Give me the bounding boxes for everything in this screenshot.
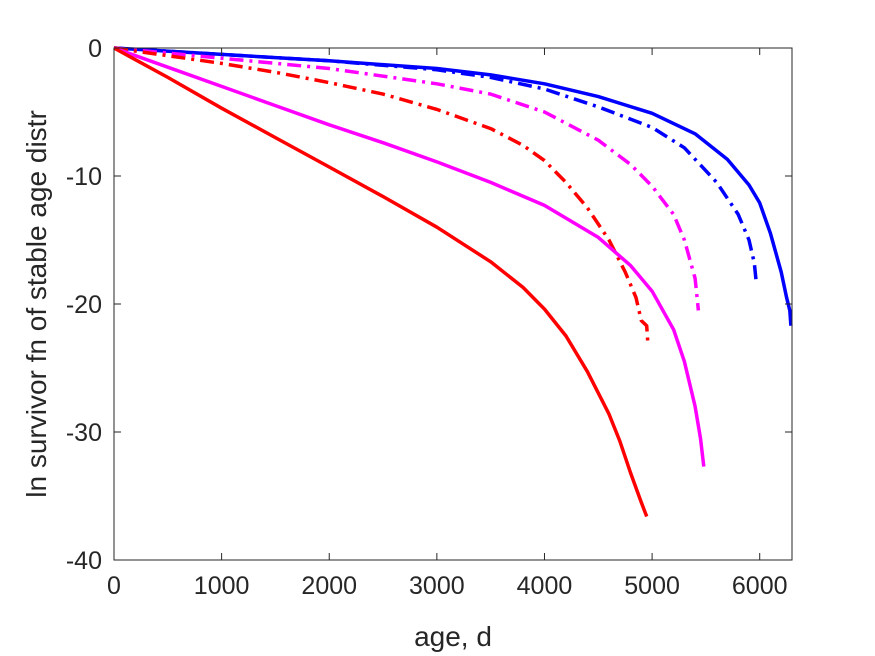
y-tick-label: -20	[66, 291, 102, 319]
x-tick-label: 5000	[624, 572, 680, 600]
x-tick-label: 6000	[732, 572, 788, 600]
series-line-2	[113, 46, 759, 285]
series-line-5	[113, 46, 706, 467]
series-line-4	[113, 46, 650, 343]
x-tick-label: 1000	[194, 572, 250, 600]
series-line-1	[113, 46, 793, 326]
plot-frame	[113, 47, 793, 561]
y-axis-label: ln survivor fn of stable age distr	[21, 110, 52, 498]
tick-layer: 0 1000 2000 3000 4000 5000 6000 0 -10 -20 -30 -40	[66, 35, 792, 600]
y-tick-label: -10	[66, 163, 102, 191]
x-tick-label: 0	[107, 572, 121, 600]
series-line-3	[113, 46, 701, 311]
y-tick-label: 0	[88, 35, 102, 63]
x-axis-label: age, d	[414, 621, 492, 652]
y-tick-label: -30	[66, 419, 102, 447]
series-layer	[113, 46, 793, 518]
x-tick-label: 4000	[517, 572, 573, 600]
y-tick-label: -40	[66, 547, 102, 575]
x-tick-label: 3000	[409, 572, 465, 600]
series-line-6	[113, 46, 649, 518]
x-tick-label: 2000	[301, 572, 357, 600]
